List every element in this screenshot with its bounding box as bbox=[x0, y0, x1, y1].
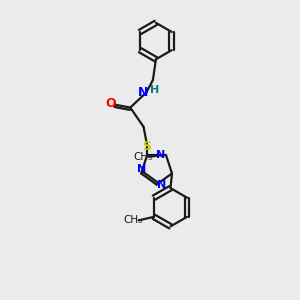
Text: CH₃: CH₃ bbox=[133, 152, 152, 162]
Text: S: S bbox=[142, 140, 152, 153]
Text: N: N bbox=[137, 164, 146, 174]
Text: CH₃: CH₃ bbox=[124, 215, 143, 225]
Text: N: N bbox=[157, 180, 166, 190]
Text: O: O bbox=[105, 97, 116, 110]
Text: N: N bbox=[137, 86, 148, 99]
Text: N: N bbox=[157, 150, 166, 160]
Text: H: H bbox=[150, 85, 159, 95]
